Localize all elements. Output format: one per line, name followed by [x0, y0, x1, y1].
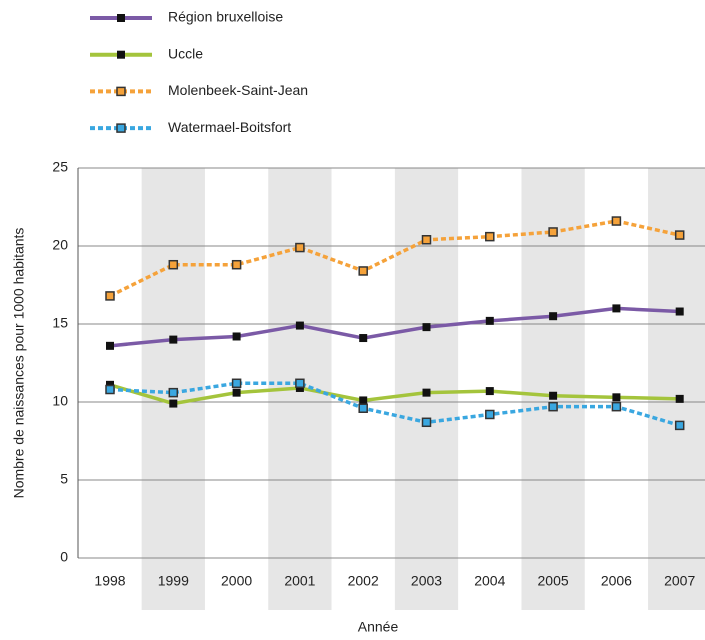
legend-label: Watermael-Boitsfort [168, 119, 291, 135]
point [485, 231, 495, 242]
legend-marker [116, 123, 126, 133]
legend-marker [117, 14, 125, 22]
x-tick-label: 2000 [221, 573, 252, 589]
legend-marker [117, 50, 125, 59]
series-line [109, 306, 680, 348]
band [521, 168, 585, 610]
point [485, 316, 494, 325]
x-tick-label: 1998 [94, 573, 125, 589]
point [295, 242, 305, 253]
point [169, 399, 178, 408]
point [421, 417, 432, 428]
x-tick-label: 2003 [411, 573, 442, 589]
x-tick-label: 2001 [284, 573, 315, 589]
point [231, 378, 242, 389]
point [358, 403, 368, 413]
point [485, 409, 495, 420]
x-tick-label: 2007 [664, 573, 695, 589]
x-tick-label: 2005 [538, 573, 569, 589]
point [422, 388, 431, 397]
x-axis-label: Année [358, 619, 399, 635]
y-tick-label: 5 [60, 471, 68, 487]
point [549, 312, 558, 321]
series-line [109, 219, 681, 298]
point [674, 230, 685, 240]
point [612, 304, 621, 313]
band [648, 168, 705, 610]
point [105, 291, 115, 301]
legend-marker [116, 86, 126, 97]
point [548, 227, 558, 237]
point [168, 259, 179, 270]
point [421, 235, 432, 245]
y-tick-label: 25 [52, 159, 68, 175]
point [359, 396, 368, 405]
point [674, 420, 685, 431]
y-tick-label: 20 [52, 237, 68, 253]
legend-label: Molenbeek-Saint-Jean [168, 82, 308, 98]
x-tick-label: 1999 [158, 573, 189, 589]
point [106, 341, 114, 350]
point [359, 334, 368, 343]
point [168, 387, 179, 398]
x-tick-label: 2004 [474, 573, 505, 589]
point [231, 259, 242, 270]
legend-label: Uccle [168, 45, 203, 61]
series-line [109, 383, 680, 406]
point [611, 401, 622, 412]
point [169, 335, 178, 344]
legend-label: Région bruxelloise [168, 9, 283, 25]
point [232, 332, 241, 341]
point [612, 393, 621, 402]
x-tick-label: 2002 [348, 573, 379, 589]
y-axis-label: Nombre de naissances pour 1000 habitants [11, 228, 27, 499]
y-tick-label: 10 [52, 393, 68, 409]
point [295, 378, 305, 389]
series-line [109, 381, 681, 428]
point [611, 216, 622, 226]
point [485, 387, 494, 396]
x-tick-label: 2006 [601, 573, 632, 589]
point [675, 307, 684, 316]
point [295, 321, 304, 330]
point [422, 323, 431, 332]
y-tick-label: 0 [60, 549, 68, 565]
point [548, 401, 558, 412]
point [675, 394, 684, 403]
point [549, 391, 558, 400]
y-tick-label: 15 [52, 315, 68, 331]
point [232, 388, 241, 397]
point [105, 384, 115, 395]
point [358, 266, 368, 276]
